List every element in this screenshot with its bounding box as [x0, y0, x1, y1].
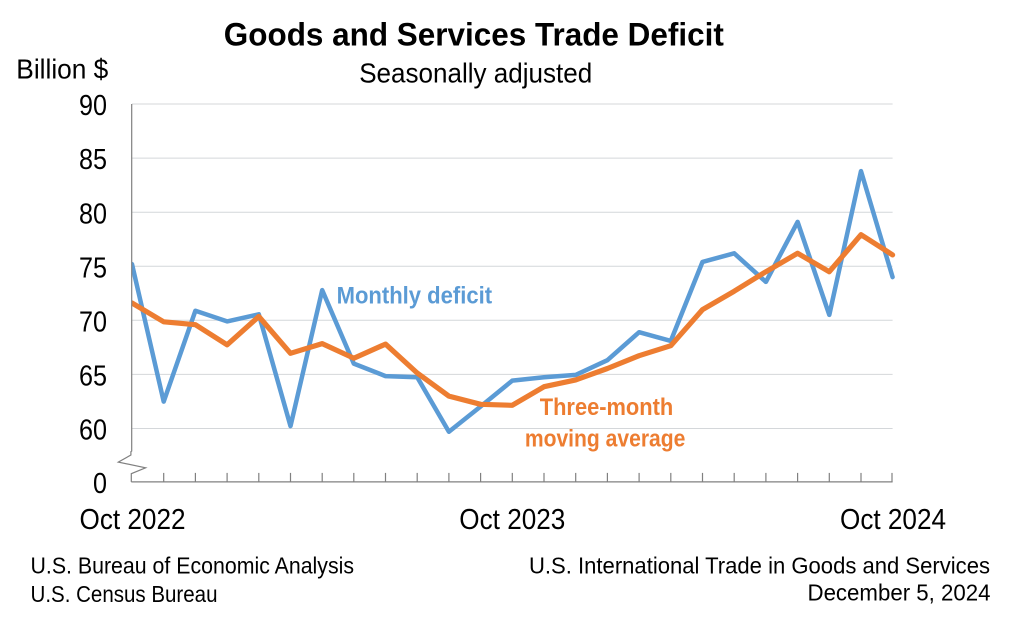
svg-text:Monthly deficit: Monthly deficit [337, 282, 493, 309]
svg-text:December 5, 2024: December 5, 2024 [808, 579, 991, 605]
svg-text:60: 60 [79, 415, 107, 447]
svg-text:Three-month: Three-month [540, 394, 674, 421]
svg-text:U.S. Bureau of Economic Analys: U.S. Bureau of Economic Analysis [31, 552, 355, 578]
svg-text:85: 85 [79, 144, 107, 176]
svg-text:Goods and Services Trade Defic: Goods and Services Trade Deficit [224, 17, 724, 53]
svg-text:75: 75 [79, 252, 107, 284]
svg-text:0: 0 [93, 468, 107, 500]
svg-text:Seasonally adjusted: Seasonally adjusted [359, 57, 592, 88]
svg-text:80: 80 [79, 198, 107, 230]
svg-text:moving average: moving average [525, 426, 686, 453]
svg-text:90: 90 [79, 90, 107, 122]
svg-text:U.S. International Trade in Go: U.S. International Trade in Goods and Se… [529, 552, 990, 578]
svg-text:Oct 2024: Oct 2024 [840, 504, 946, 536]
svg-text:U.S. Census Bureau: U.S. Census Bureau [31, 581, 218, 607]
svg-text:65: 65 [79, 361, 107, 393]
svg-text:Oct 2023: Oct 2023 [459, 504, 565, 536]
svg-text:Oct 2022: Oct 2022 [80, 504, 186, 536]
svg-text:70: 70 [79, 307, 107, 339]
svg-text:Billion $: Billion $ [16, 53, 108, 84]
